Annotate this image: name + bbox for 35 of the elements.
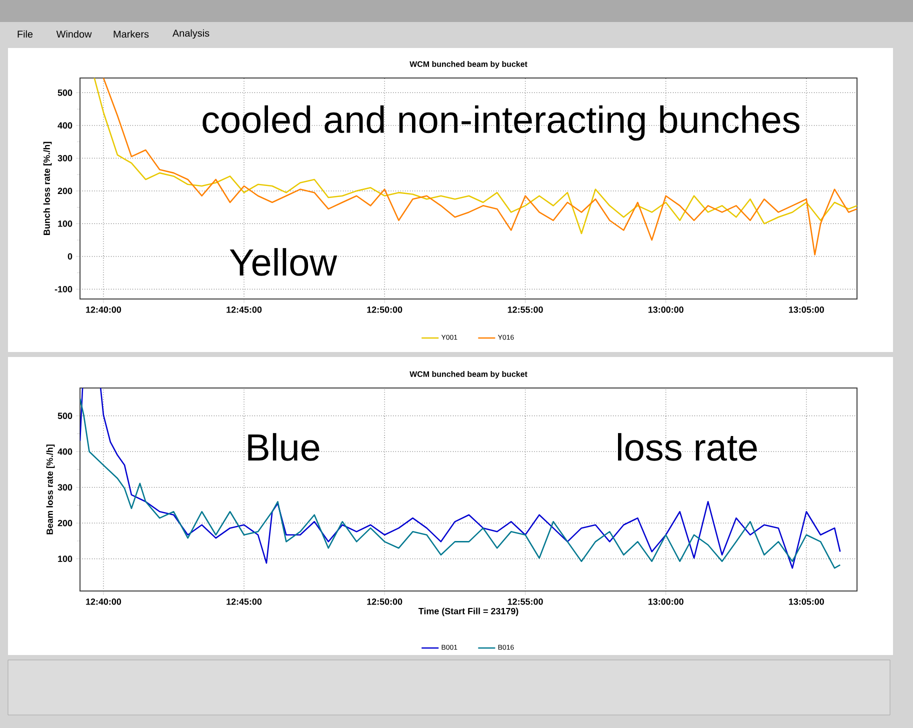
y-axis-title: Beam loss rate [%./h] <box>46 444 55 534</box>
y-tick-label: 100 <box>58 220 72 227</box>
y-tick-label: 300 <box>58 484 72 491</box>
x-tick-label: 12:50:00 <box>367 306 402 313</box>
y-tick-label: 0 <box>68 253 72 260</box>
y-tick-label: 400 <box>58 448 72 455</box>
text: Window <box>56 30 92 38</box>
x-tick-label: 13:00:00 <box>648 306 684 313</box>
annotation: loss rate <box>618 433 757 461</box>
x-tick-label: 12:45:00 <box>226 306 262 313</box>
x-axis-title: Time (Start Fill = 23179) <box>418 608 518 616</box>
x-tick-label: 13:00:00 <box>648 598 684 605</box>
y-axis-title: Bunch loss rate [%./h] <box>43 142 52 235</box>
y-tick-label: 200 <box>58 520 72 526</box>
y-tick-label: 300 <box>58 155 72 162</box>
x-tick-label: 13:05:00 <box>789 306 824 313</box>
x-tick-label: 12:50:00 <box>367 598 402 605</box>
x-tick-label: 12:40:00 <box>86 306 122 313</box>
y-tick-label: 100 <box>58 556 72 562</box>
x-tick-label: 12:45:00 <box>226 598 262 605</box>
annotation: Blue <box>248 433 320 461</box>
annotation: Yellow <box>230 248 338 276</box>
y-tick-label: 500 <box>58 90 72 96</box>
x-tick-label: 12:40:00 <box>86 598 122 605</box>
y-tick-label: 400 <box>58 122 72 129</box>
annotation: cooled and non-interacting bunches <box>202 105 800 141</box>
x-tick-label: 12:55:00 <box>508 598 543 605</box>
y-tick-label: 200 <box>58 188 72 194</box>
x-tick-label: 13:05:00 <box>789 598 824 605</box>
x-tick-label: 12:55:00 <box>508 306 543 313</box>
y-tick-label: 500 <box>58 412 72 420</box>
y-tick-label: -100 <box>54 286 72 292</box>
text: Markers <box>114 30 149 38</box>
text: Analysis <box>172 29 210 39</box>
text: File <box>18 30 33 38</box>
